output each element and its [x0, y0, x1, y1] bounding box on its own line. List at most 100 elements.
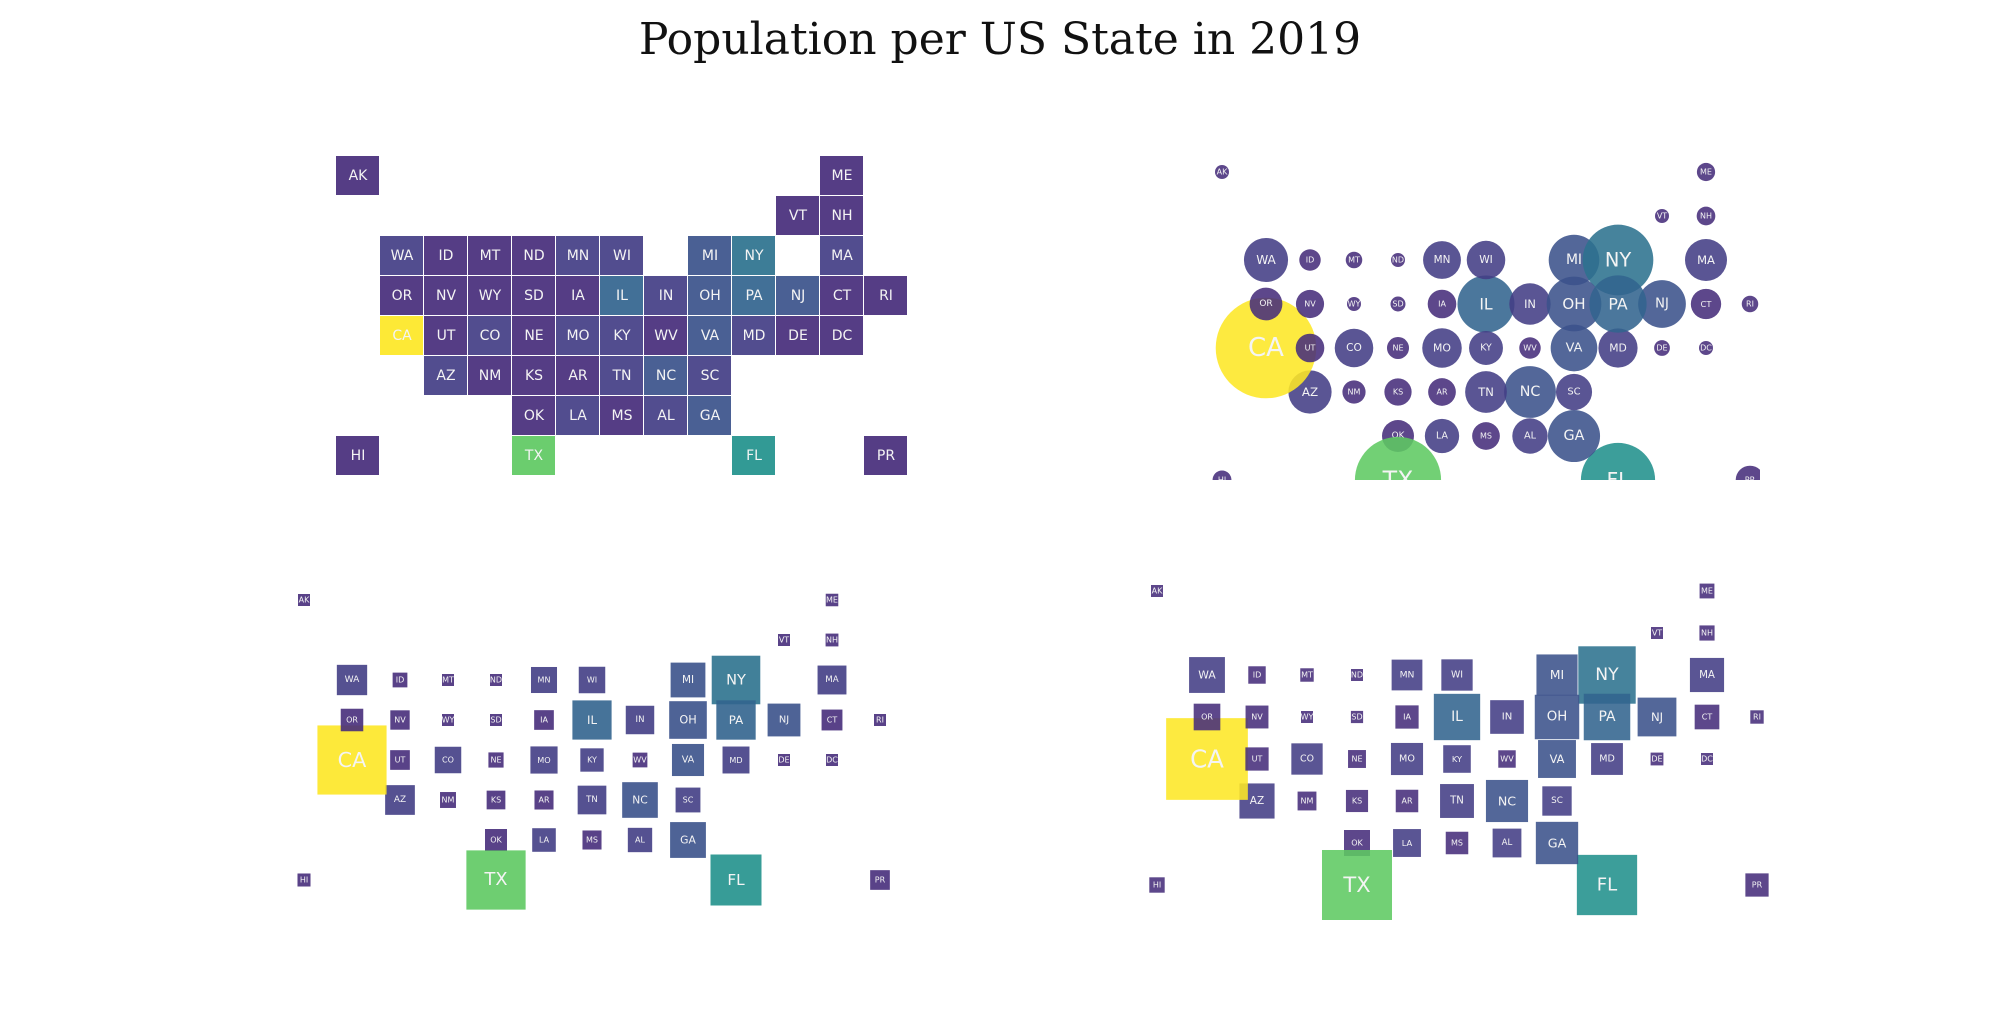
state-tile-fl[interactable]: [1576, 854, 1638, 916]
state-tile-oh[interactable]: [1534, 694, 1580, 740]
state-square-md[interactable]: [722, 746, 750, 774]
state-square-nc[interactable]: [622, 782, 658, 818]
state-circle-mo[interactable]: [1422, 328, 1462, 368]
state-tile-pa[interactable]: [1583, 693, 1631, 741]
state-tile-nh[interactable]: [1699, 625, 1715, 641]
state-tile-la[interactable]: [1393, 829, 1421, 857]
state-shape-oh[interactable]: [688, 276, 731, 315]
state-square-ms[interactable]: [582, 830, 602, 850]
state-shape-nh[interactable]: [820, 196, 863, 235]
state-circle-ct[interactable]: [1690, 288, 1722, 320]
state-square-vt[interactable]: [778, 634, 790, 646]
state-square-ga[interactable]: [670, 822, 706, 858]
state-square-id[interactable]: [392, 672, 408, 688]
state-shape-wi[interactable]: [600, 236, 643, 275]
state-shape-nj[interactable]: [776, 276, 819, 315]
state-shape-ok[interactable]: [512, 396, 555, 435]
state-tile-mi[interactable]: [1536, 654, 1578, 696]
state-circle-dc[interactable]: [1699, 341, 1713, 355]
state-shape-ak[interactable]: [336, 156, 379, 195]
state-square-ok[interactable]: [485, 829, 507, 851]
state-shape-in[interactable]: [644, 276, 687, 315]
state-square-mi[interactable]: [670, 662, 706, 698]
state-square-oh[interactable]: [669, 701, 707, 739]
state-tile-ut[interactable]: [1245, 747, 1269, 771]
state-square-de[interactable]: [778, 754, 790, 766]
state-square-pa[interactable]: [716, 700, 756, 740]
state-square-pr[interactable]: [870, 870, 890, 890]
state-circle-oh[interactable]: [1546, 276, 1602, 332]
state-tile-ri[interactable]: [1750, 710, 1764, 724]
state-tile-al[interactable]: [1492, 828, 1522, 858]
state-shape-pr[interactable]: [864, 436, 907, 475]
state-shape-il[interactable]: [600, 276, 643, 315]
state-square-fl[interactable]: [710, 854, 762, 906]
state-tile-nm[interactable]: [1297, 791, 1317, 811]
state-shape-id[interactable]: [424, 236, 467, 275]
state-circle-nh[interactable]: [1696, 206, 1716, 226]
state-tile-pr[interactable]: [1745, 873, 1769, 897]
state-shape-or[interactable]: [380, 276, 423, 315]
state-shape-sd[interactable]: [512, 276, 555, 315]
state-circle-ca[interactable]: [1215, 297, 1317, 399]
state-circle-ma[interactable]: [1684, 238, 1728, 282]
state-tile-id[interactable]: [1248, 666, 1266, 684]
state-circle-wi[interactable]: [1466, 240, 1506, 280]
state-square-wv[interactable]: [632, 752, 648, 768]
state-shape-de[interactable]: [776, 316, 819, 355]
state-tile-ks[interactable]: [1345, 789, 1369, 813]
state-circle-hi[interactable]: [1212, 470, 1232, 480]
state-square-ia[interactable]: [534, 710, 554, 730]
state-tile-vt[interactable]: [1651, 627, 1663, 639]
state-square-ca[interactable]: [317, 725, 387, 795]
state-circle-tn[interactable]: [1465, 371, 1507, 413]
state-circle-ri[interactable]: [1741, 295, 1759, 313]
state-shape-nc[interactable]: [644, 356, 687, 395]
state-shape-md[interactable]: [732, 316, 775, 355]
state-tile-ne[interactable]: [1348, 750, 1366, 768]
state-tile-hi[interactable]: [1149, 877, 1165, 893]
state-tile-dc[interactable]: [1701, 753, 1713, 765]
state-circle-nc[interactable]: [1504, 366, 1556, 418]
state-circle-fl[interactable]: [1580, 442, 1656, 480]
state-circle-ky[interactable]: [1469, 331, 1503, 365]
state-tile-wy[interactable]: [1301, 711, 1313, 723]
state-square-nv[interactable]: [390, 710, 410, 730]
state-square-ne[interactable]: [488, 752, 504, 768]
state-circle-nm[interactable]: [1342, 380, 1366, 404]
state-shape-vt[interactable]: [776, 196, 819, 235]
state-tile-nd[interactable]: [1351, 669, 1363, 681]
state-shape-co[interactable]: [468, 316, 511, 355]
state-square-tx[interactable]: [466, 850, 526, 910]
state-shape-me[interactable]: [820, 156, 863, 195]
state-circle-de[interactable]: [1654, 340, 1670, 356]
state-square-tn[interactable]: [577, 785, 607, 815]
state-shape-sc[interactable]: [688, 356, 731, 395]
state-square-ut[interactable]: [390, 750, 410, 770]
state-circle-ar[interactable]: [1428, 378, 1456, 406]
state-circle-ny[interactable]: [1582, 224, 1654, 296]
state-square-me[interactable]: [825, 593, 839, 607]
state-shape-ms[interactable]: [600, 396, 643, 435]
state-square-az[interactable]: [385, 785, 415, 815]
state-tile-il[interactable]: [1433, 693, 1481, 741]
state-circle-la[interactable]: [1424, 418, 1460, 454]
state-shape-va[interactable]: [688, 316, 731, 355]
state-shape-wa[interactable]: [380, 236, 423, 275]
state-square-sd[interactable]: [490, 714, 502, 726]
state-tile-ky[interactable]: [1443, 745, 1471, 773]
state-square-ak[interactable]: [298, 594, 310, 606]
state-circle-ne[interactable]: [1386, 336, 1410, 360]
state-tile-mt[interactable]: [1300, 668, 1314, 682]
state-circle-in[interactable]: [1509, 283, 1551, 325]
state-square-nd[interactable]: [490, 674, 502, 686]
state-tile-me[interactable]: [1699, 583, 1715, 599]
state-square-la[interactable]: [532, 828, 556, 852]
state-circle-ga[interactable]: [1547, 409, 1601, 463]
state-shape-nm[interactable]: [468, 356, 511, 395]
state-circle-md[interactable]: [1598, 328, 1638, 368]
state-square-nj[interactable]: [767, 703, 801, 737]
state-square-dc[interactable]: [826, 754, 838, 766]
state-circle-wv[interactable]: [1519, 337, 1541, 359]
state-square-va[interactable]: [671, 743, 705, 777]
